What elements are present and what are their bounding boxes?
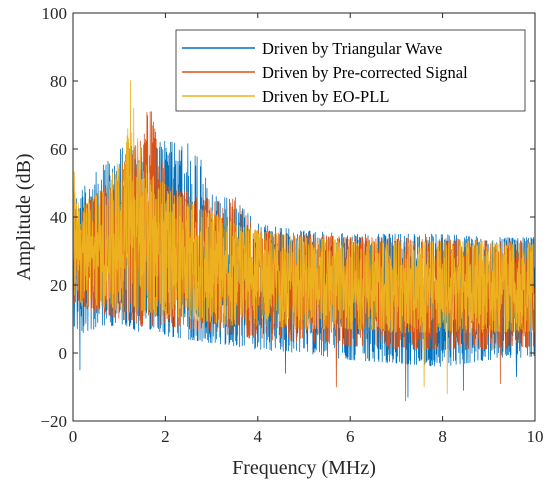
y-axis-title: Amplitude (dB) (13, 153, 35, 280)
x-tick-label: 8 (438, 427, 447, 446)
y-tick-label: 40 (50, 208, 67, 227)
y-tick-label: −20 (40, 412, 67, 431)
legend-box (175, 29, 526, 112)
x-axis-title: Frequency (MHz) (232, 457, 376, 479)
y-tick-label: 0 (59, 344, 68, 363)
y-tick-label: 100 (42, 4, 68, 23)
y-tick-label: 20 (50, 276, 67, 295)
legend-label-triangular-wave: Driven by Triangular Wave (262, 39, 442, 58)
x-tick-label: 4 (254, 427, 263, 446)
legend-label-eo-pll: Driven by EO-PLL (262, 87, 389, 106)
y-tick-label: 80 (50, 72, 67, 91)
y-tick-label: 60 (50, 140, 67, 159)
x-tick-label: 10 (527, 427, 544, 446)
legend: Driven by Triangular Wave Driven by Pre-… (175, 29, 526, 112)
series-line-eo-pll (73, 80, 535, 395)
series-layer (73, 80, 535, 401)
x-tick-label: 6 (346, 427, 355, 446)
x-tick-label: 0 (69, 427, 78, 446)
legend-label-pre-corrected-signal: Driven by Pre-corrected Signal (262, 63, 468, 82)
x-tick-label: 2 (161, 427, 170, 446)
